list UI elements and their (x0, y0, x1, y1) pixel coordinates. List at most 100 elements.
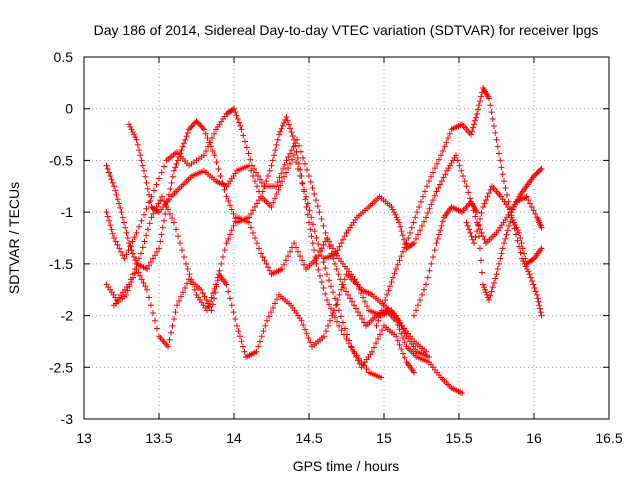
series-arc-5 (126, 121, 417, 376)
data-point (278, 170, 285, 177)
data-point (140, 279, 147, 286)
data-point (458, 167, 465, 174)
data-point (305, 334, 312, 341)
data-point (521, 250, 527, 257)
data-point (314, 203, 321, 210)
data-point (394, 261, 401, 268)
data-point (285, 253, 291, 260)
data-point (286, 121, 292, 128)
data-point (264, 317, 270, 324)
data-point (281, 119, 287, 126)
data-point (423, 214, 429, 221)
data-point (463, 219, 470, 226)
data-point (353, 305, 359, 312)
data-point (265, 172, 271, 179)
data-point (378, 374, 384, 381)
data-point (171, 316, 177, 323)
data-point (336, 291, 343, 298)
data-point (213, 159, 220, 166)
data-point (375, 335, 381, 342)
data-point (422, 188, 428, 195)
y-tick-label: -3 (61, 411, 74, 427)
data-point (433, 240, 440, 247)
data-point (298, 317, 305, 324)
data-point (166, 336, 173, 343)
y-tick-label: 0 (65, 101, 73, 117)
data-point (499, 171, 506, 178)
data-point (156, 245, 162, 252)
x-axis-label: GPS time / hours (293, 458, 400, 474)
y-tick-label: -2 (61, 308, 74, 324)
data-point (169, 173, 176, 180)
data-point (206, 303, 213, 310)
data-point (355, 357, 361, 364)
data-point (293, 159, 299, 166)
data-point (238, 338, 245, 345)
data-point (482, 286, 488, 293)
data-point (171, 167, 177, 174)
x-tick-label: 13 (76, 430, 92, 446)
data-point (240, 132, 247, 139)
data-point (477, 216, 483, 223)
data-point (133, 136, 140, 143)
data-point (296, 142, 302, 149)
data-point (123, 291, 129, 298)
data-point (234, 116, 241, 123)
data-point (426, 353, 432, 360)
data-point (228, 227, 235, 234)
data-point (182, 136, 189, 143)
data-point (276, 174, 283, 181)
data-point (382, 297, 389, 304)
y-tick-label: 0.5 (54, 49, 74, 65)
data-point (517, 249, 524, 256)
data-point (338, 286, 345, 293)
data-point (488, 288, 495, 295)
data-point (269, 157, 276, 164)
data-point (481, 284, 487, 291)
data-point (398, 330, 405, 337)
data-point (428, 260, 435, 267)
data-point (205, 300, 211, 307)
data-point (385, 287, 392, 294)
data-point (268, 309, 274, 316)
data-point (323, 328, 329, 335)
data-point (418, 198, 424, 205)
data-point (335, 271, 342, 278)
data-point (313, 260, 320, 267)
data-point (280, 166, 286, 173)
data-point (133, 229, 140, 236)
data-point (167, 210, 173, 217)
data-point (218, 260, 225, 267)
data-point (169, 322, 176, 329)
data-point (488, 109, 495, 116)
data-points (103, 85, 545, 397)
data-point (161, 163, 167, 170)
data-point (322, 265, 329, 272)
data-point (254, 240, 260, 247)
data-point (141, 167, 147, 174)
data-point (438, 222, 445, 229)
data-point (474, 228, 480, 235)
data-point (342, 325, 348, 332)
data-point (330, 289, 336, 296)
data-point (369, 348, 375, 355)
data-point (147, 197, 154, 204)
data-point (538, 245, 545, 252)
data-point (498, 164, 505, 171)
data-point (498, 250, 505, 257)
data-point (467, 229, 474, 236)
y-axis-label: SDTVAR / TECUs (6, 182, 22, 294)
data-point (256, 188, 262, 195)
data-point (131, 270, 138, 277)
data-point (158, 169, 165, 176)
data-point (528, 203, 535, 210)
axis-ticks: 13 13.5 14 14.5 15 15.5 16 16.5 -3 -2.5 -2 -1.5 -1 -0… (49, 49, 623, 446)
data-point (156, 175, 162, 182)
data-point (137, 272, 143, 279)
data-point (340, 281, 346, 288)
data-point (136, 255, 142, 262)
data-point (287, 160, 293, 167)
data-point (255, 343, 262, 350)
data-point (322, 229, 329, 236)
data-point (537, 305, 543, 312)
